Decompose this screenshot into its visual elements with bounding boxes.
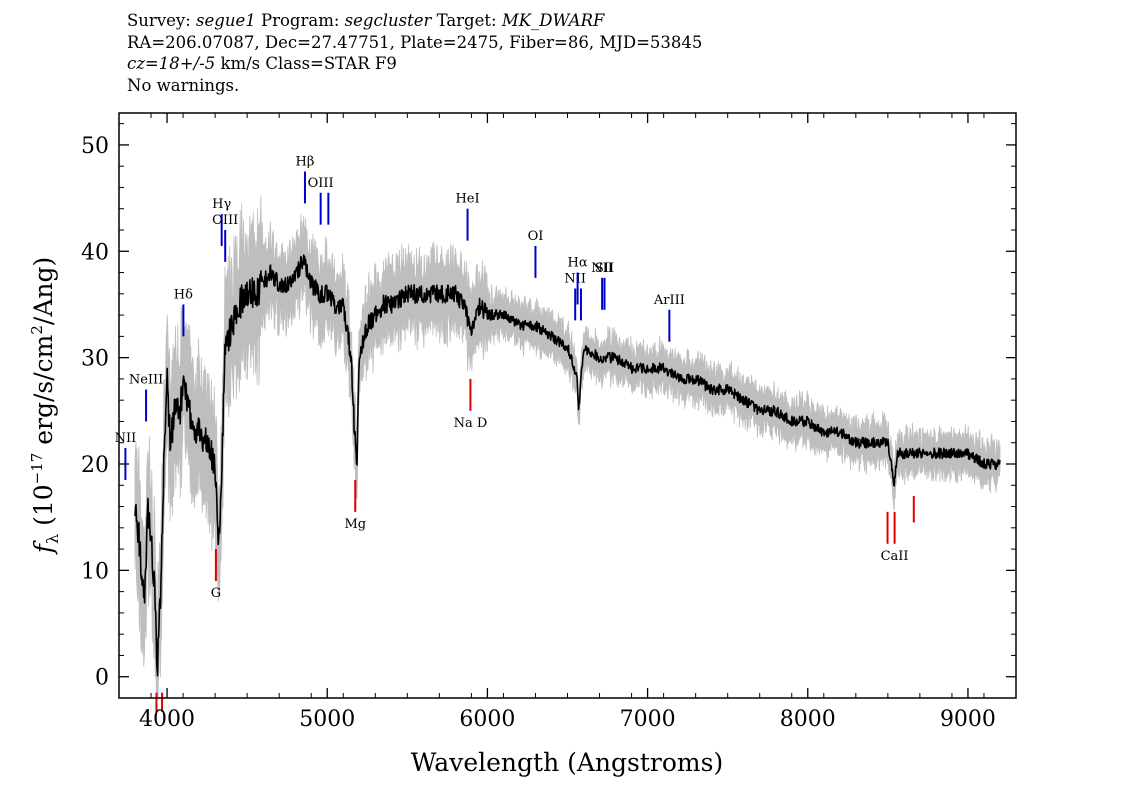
emission_line-label: Hδ — [174, 287, 193, 302]
emission_line-label: HeI — [455, 192, 479, 207]
y-axis-subscript: λ — [43, 534, 62, 544]
plot-frame — [118, 112, 1017, 699]
y-axis-units-mid: erg/s/cm — [29, 334, 58, 452]
x-tick-label: 6000 — [459, 707, 515, 732]
emission_line-label: OI — [528, 229, 544, 244]
emission_line-label: OIII — [212, 213, 238, 228]
target-value: MK_DWARF — [501, 11, 605, 30]
program-label: Program: — [260, 11, 340, 30]
emission_line-label: Hβ — [296, 155, 315, 170]
target-label: Target: — [436, 11, 497, 30]
y-axis-units-start: (10 — [29, 484, 58, 534]
emission_line-label: Hγ — [212, 197, 231, 212]
header-line-warnings: No warnings. — [127, 75, 240, 95]
y-axis-units-end: /Ang) — [29, 257, 58, 325]
noise-band-area — [134, 195, 1001, 698]
x-tick-label: 9000 — [940, 707, 996, 732]
absorption_line-label: G — [211, 586, 221, 601]
absorption_line-label: Mg — [344, 517, 366, 532]
y-tick-label: 50 — [81, 134, 109, 159]
flux-layer — [134, 254, 1001, 677]
cz-value: cz=18+/-5 — [127, 54, 216, 73]
y-tick-label: 20 — [81, 453, 109, 478]
y-tick-label: 10 — [81, 559, 109, 584]
program-value: segcluster — [344, 11, 432, 30]
emission_line-label: NII — [115, 431, 137, 446]
absorption_line-label: CaII — [881, 549, 909, 564]
y-axis-title: fλ (10−17 erg/s/cm2/Ang) — [28, 257, 62, 556]
y-tick-label: 0 — [95, 666, 109, 691]
x-tick-label: 8000 — [780, 707, 836, 732]
y-axis-symbol: f — [29, 540, 58, 555]
emission_line-label: NII — [591, 261, 613, 276]
emission_line-label: OIII — [308, 176, 334, 191]
emission_line-label: NII — [564, 272, 586, 287]
absorption_line-label: Na D — [454, 416, 488, 431]
x-axis-title: Wavelength (Angstroms) — [411, 748, 723, 777]
header-line-survey: Survey: segue1 Program: segcluster Targe… — [127, 10, 702, 32]
flux-series-line — [134, 254, 1001, 677]
x-tick-label: 7000 — [620, 707, 676, 732]
survey-value: segue1 — [196, 11, 256, 30]
x-tick-label: 4000 — [139, 707, 195, 732]
emission_line-label: NeIII — [129, 373, 163, 388]
y-tick-label: 30 — [81, 347, 109, 372]
emission_line-label: Hα — [568, 256, 588, 271]
y-tick-label: 40 — [81, 240, 109, 265]
y-axis-exponent: −17 — [28, 453, 46, 485]
spectrum-header: Survey: segue1 Program: segcluster Targe… — [127, 10, 702, 96]
header-line-redshift: cz=18+/-5 km/s Class=STAR F9 — [127, 53, 702, 75]
class-text: km/s Class=STAR F9 — [215, 54, 397, 73]
noise-band — [134, 195, 1001, 698]
axis-ticks: 4000 5000 6000 7000 8000 9000 0 10 20 30 40 50 — [81, 113, 1017, 732]
header-line-coordinates: RA=206.07087, Dec=27.47751, Plate=2475, … — [127, 32, 703, 52]
y-axis-square: 2 — [28, 325, 46, 335]
x-tick-label: 5000 — [299, 707, 355, 732]
survey-label: Survey: — [127, 11, 191, 30]
emission_line-label: ArIII — [653, 293, 685, 308]
emission_line-label: SII — [595, 261, 614, 276]
